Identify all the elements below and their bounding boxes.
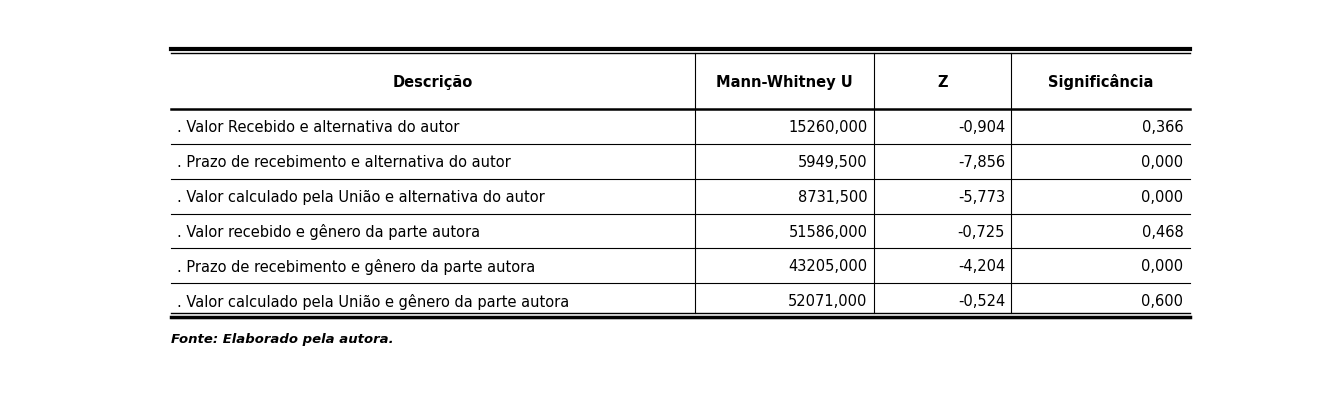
Text: -0,524: -0,524 (957, 294, 1005, 308)
Text: 52071,000: 52071,000 (788, 294, 867, 308)
Text: 5949,500: 5949,500 (798, 154, 867, 170)
Text: . Prazo de recebimento e gênero da parte autora: . Prazo de recebimento e gênero da parte… (177, 258, 535, 274)
Text: 0,366: 0,366 (1141, 120, 1184, 135)
Text: Descrição: Descrição (393, 75, 473, 89)
Text: -4,204: -4,204 (957, 259, 1005, 273)
Text: Significância: Significância (1047, 74, 1153, 90)
Text: Fonte: Elaborado pela autora.: Fonte: Elaborado pela autora. (171, 332, 393, 345)
Text: 51586,000: 51586,000 (789, 224, 867, 239)
Text: . Valor Recebido e alternativa do autor: . Valor Recebido e alternativa do autor (177, 120, 459, 135)
Text: . Valor calculado pela União e gênero da parte autora: . Valor calculado pela União e gênero da… (177, 293, 569, 309)
Text: 0,000: 0,000 (1141, 189, 1184, 204)
Text: Z: Z (937, 75, 948, 89)
Text: . Prazo de recebimento e alternativa do autor: . Prazo de recebimento e alternativa do … (177, 154, 511, 170)
Text: 15260,000: 15260,000 (788, 120, 867, 135)
Text: 0,468: 0,468 (1141, 224, 1184, 239)
Text: -0,725: -0,725 (957, 224, 1005, 239)
Text: . Valor recebido e gênero da parte autora: . Valor recebido e gênero da parte autor… (177, 223, 479, 239)
Text: -5,773: -5,773 (959, 189, 1005, 204)
Text: -7,856: -7,856 (959, 154, 1005, 170)
Text: 0,600: 0,600 (1141, 294, 1184, 308)
Text: 0,000: 0,000 (1141, 154, 1184, 170)
Text: Mann-Whitney U: Mann-Whitney U (716, 75, 853, 89)
Text: -0,904: -0,904 (957, 120, 1005, 135)
Text: 0,000: 0,000 (1141, 259, 1184, 273)
Text: 8731,500: 8731,500 (798, 189, 867, 204)
Text: 43205,000: 43205,000 (788, 259, 867, 273)
Text: . Valor calculado pela União e alternativa do autor: . Valor calculado pela União e alternati… (177, 189, 544, 204)
